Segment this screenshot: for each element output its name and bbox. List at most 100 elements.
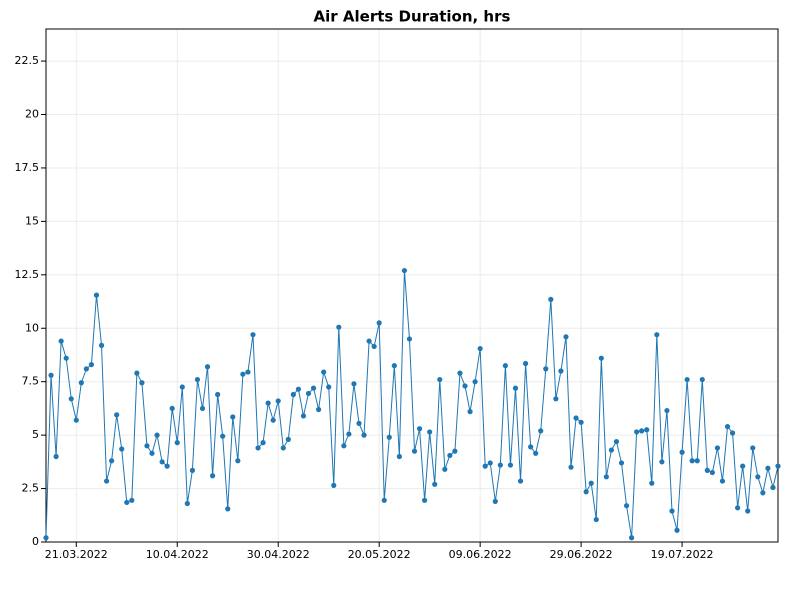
y-tick-label: 20 [25, 108, 39, 121]
point [265, 400, 271, 406]
point [184, 500, 190, 507]
point [770, 484, 776, 491]
point [326, 384, 332, 390]
point [442, 466, 448, 472]
point [709, 469, 715, 476]
point [563, 334, 569, 340]
point [482, 463, 488, 469]
point [260, 440, 266, 446]
point [290, 391, 296, 398]
point [235, 458, 241, 464]
point [553, 396, 559, 402]
point [714, 445, 721, 451]
point [139, 380, 145, 386]
point [538, 428, 544, 434]
point [755, 474, 761, 480]
x-tick-label: 09.06.2022 [449, 548, 512, 561]
point [48, 372, 54, 378]
point [568, 464, 574, 470]
point [432, 481, 438, 487]
point [765, 465, 771, 471]
point [169, 405, 175, 412]
y-tick-label: 0 [32, 535, 39, 548]
point [634, 429, 640, 435]
point [396, 453, 402, 460]
point [457, 370, 463, 376]
point [199, 405, 206, 412]
point [629, 535, 635, 541]
point [699, 376, 705, 383]
point [331, 482, 337, 488]
point [422, 497, 428, 503]
point [78, 380, 84, 386]
point [533, 450, 539, 456]
point [528, 444, 534, 450]
y-tick-label: 12.5 [15, 268, 40, 281]
point [497, 462, 503, 468]
chart-title: Air Alerts Duration, hrs [314, 8, 511, 26]
point [204, 364, 211, 370]
point [452, 448, 458, 454]
point [83, 366, 89, 372]
point [477, 345, 483, 352]
point [623, 503, 630, 509]
point [618, 460, 625, 466]
point [613, 438, 620, 445]
y-tick-label: 17.5 [15, 161, 40, 174]
point [305, 390, 312, 397]
point [73, 417, 79, 423]
point [341, 443, 347, 449]
point [694, 458, 700, 464]
point [487, 460, 493, 466]
point [583, 489, 589, 495]
x-tick-label: 19.07.2022 [651, 548, 714, 561]
point [98, 342, 105, 348]
point [548, 296, 554, 302]
point [401, 267, 408, 274]
point [356, 420, 362, 426]
y-tick-label: 7.5 [22, 375, 40, 388]
point [295, 386, 302, 392]
plot-frame [45, 28, 779, 543]
point [68, 396, 74, 402]
x-tick-label: 20.05.2022 [348, 548, 411, 561]
point [225, 506, 231, 512]
point [639, 428, 645, 434]
point [684, 376, 690, 383]
point [593, 516, 599, 523]
point [467, 409, 473, 415]
point [255, 445, 261, 451]
point [310, 385, 317, 391]
y-tick-label: 22.5 [15, 54, 40, 67]
point [88, 361, 95, 368]
point [654, 332, 660, 338]
point [644, 427, 650, 433]
point [361, 432, 367, 438]
point [119, 446, 125, 452]
point [447, 452, 453, 459]
point [411, 448, 418, 454]
point [522, 360, 529, 367]
point [649, 480, 655, 486]
point [149, 450, 155, 456]
point [502, 363, 508, 369]
point [250, 332, 256, 338]
point [230, 414, 236, 420]
point [462, 383, 468, 389]
point [558, 368, 564, 374]
y-tick-label: 15 [25, 214, 39, 227]
point [588, 480, 594, 486]
point [760, 490, 766, 496]
point [220, 433, 226, 439]
point [129, 497, 135, 503]
point [674, 527, 680, 533]
point [63, 355, 69, 361]
point [664, 407, 670, 414]
point [209, 473, 216, 479]
point [174, 440, 180, 446]
point [280, 445, 286, 451]
point [300, 413, 307, 419]
point [427, 429, 433, 435]
point [740, 463, 746, 469]
point [735, 505, 741, 511]
